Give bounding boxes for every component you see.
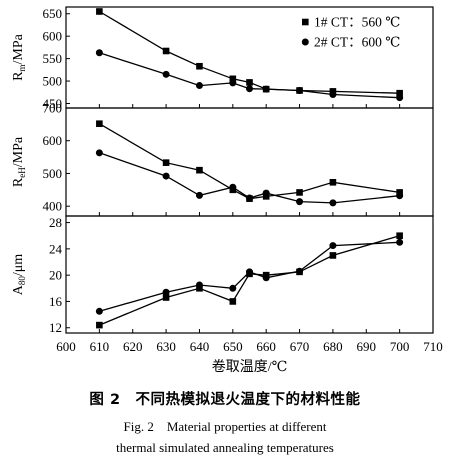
y-tick-label: 400 — [43, 199, 63, 214]
y-tick-label: 450 — [43, 96, 63, 111]
data-point-circle — [229, 79, 237, 87]
legend: 1# CT：560 ℃ 2# CT：600 ℃ — [301, 15, 400, 50]
data-point-square — [396, 89, 403, 97]
figure-caption-en-line2: thermal simulated annealing temperatures — [116, 440, 334, 455]
y-tick-label: 20 — [49, 268, 62, 283]
data-point-circle — [195, 191, 203, 199]
y-axis-label-main: A — [11, 284, 26, 295]
data-point-circle — [95, 307, 103, 315]
data-point-circle — [296, 267, 304, 275]
x-tick-label: 600 — [56, 339, 76, 354]
y-axis-label: A80/μm — [11, 254, 27, 296]
data-point-circle — [229, 284, 237, 292]
legend-entry-label: 1# CT：560 ℃ — [314, 15, 400, 30]
x-tick-label: 710 — [423, 339, 443, 354]
y-axis-label-main: R — [11, 177, 26, 187]
y-axis-label-sub: 80 — [17, 276, 27, 286]
y-axis-label-unit: /MPa — [11, 136, 26, 167]
figure-caption-en-line1: Fig. 2 Material properties at different — [123, 419, 327, 434]
y-axis-label: ReH/MPa — [11, 136, 27, 187]
data-point-circle — [162, 70, 170, 78]
panel-a80: 12 16 20 24 28 A80/μm — [11, 215, 434, 335]
y-tick-label: 600 — [43, 29, 63, 44]
data-point-circle — [396, 192, 404, 200]
data-point-square — [162, 294, 170, 301]
data-point-square — [246, 79, 253, 86]
data-point-square — [162, 47, 170, 55]
data-point-square — [196, 62, 203, 70]
x-axis-label: 卷取温度/℃ — [212, 359, 288, 375]
legend-marker-circle — [301, 38, 309, 46]
data-point-circle — [329, 199, 337, 207]
figure-caption-cn: 图 2 不同热模拟退火温度下的材料性能 — [89, 392, 361, 408]
legend-entry-label: 2# CT：600 ℃ — [314, 35, 400, 50]
data-point-square — [96, 8, 103, 15]
data-point-circle — [162, 172, 170, 180]
data-point-circle — [246, 194, 253, 202]
data-point-square — [229, 75, 237, 83]
y-axis-label-sub: eH — [17, 167, 27, 178]
data-point-square — [96, 321, 103, 329]
data-point-square — [162, 159, 170, 166]
data-point-circle — [195, 82, 203, 90]
data-point-circle — [262, 274, 270, 282]
data-point-circle — [396, 238, 404, 246]
data-point-square — [329, 178, 337, 186]
y-tick-label: 650 — [43, 6, 63, 21]
data-point-square — [196, 166, 203, 174]
data-point-circle — [296, 86, 304, 94]
data-point-square — [296, 189, 303, 196]
legend-marker-square — [302, 18, 309, 26]
data-point-circle — [162, 288, 170, 296]
data-point-circle — [396, 94, 404, 102]
data-point-circle — [329, 91, 337, 99]
panel-rm: 450 500 550 600 650 Rm/MPa — [11, 6, 434, 111]
annealing-properties-chart: 450 500 550 600 650 Rm/MPa 400 500 600 700 ReH/MPa… — [11, 6, 443, 375]
y-axis-label: Rm/MPa — [11, 33, 27, 80]
x-tick-label: 700 — [390, 339, 410, 354]
y-tick-label: 12 — [49, 320, 62, 335]
data-point-circle — [95, 49, 103, 57]
panel-frame — [65, 215, 434, 334]
data-point-square — [96, 120, 103, 128]
data-point-circle — [95, 149, 103, 157]
x-tick-label: 680 — [323, 339, 343, 354]
y-tick-label: 600 — [43, 133, 63, 148]
y-tick-label: 500 — [43, 166, 63, 181]
y-tick-label: 28 — [49, 215, 62, 230]
series-line-1 — [99, 123, 400, 200]
x-tick-label: 640 — [190, 339, 210, 354]
data-point-circle — [246, 85, 253, 93]
x-tick-label: 670 — [290, 339, 310, 354]
data-point-square — [396, 232, 403, 240]
series-line-1 — [99, 235, 400, 326]
data-point-square — [329, 252, 337, 259]
y-axis-label-main: R — [11, 71, 26, 81]
y-tick-label: 24 — [49, 241, 63, 256]
x-tick-label: 690 — [357, 339, 377, 354]
x-tick-label: 650 — [223, 339, 243, 354]
x-tick-label: 630 — [156, 339, 176, 354]
data-point-circle — [296, 198, 304, 206]
data-point-circle — [229, 183, 237, 191]
y-tick-label: 700 — [43, 101, 63, 116]
x-tick-label: 620 — [123, 339, 143, 354]
y-tick-label: 16 — [49, 294, 63, 309]
panel-reh: 400 500 600 700 ReH/MPa — [11, 101, 434, 217]
y-axis-label-unit: /MPa — [11, 33, 26, 64]
data-point-circle — [262, 85, 270, 93]
data-point-circle — [329, 242, 337, 250]
data-point-square — [229, 298, 237, 305]
x-tick-label: 610 — [90, 339, 110, 354]
y-tick-label: 500 — [43, 74, 63, 89]
data-point-circle — [262, 189, 270, 197]
y-tick-label: 550 — [43, 51, 63, 66]
y-axis-label-sub: m — [17, 64, 27, 71]
data-point-circle — [246, 268, 253, 276]
data-point-circle — [195, 281, 203, 289]
x-tick-label: 660 — [256, 339, 276, 354]
y-axis-label-unit: /μm — [11, 254, 26, 276]
